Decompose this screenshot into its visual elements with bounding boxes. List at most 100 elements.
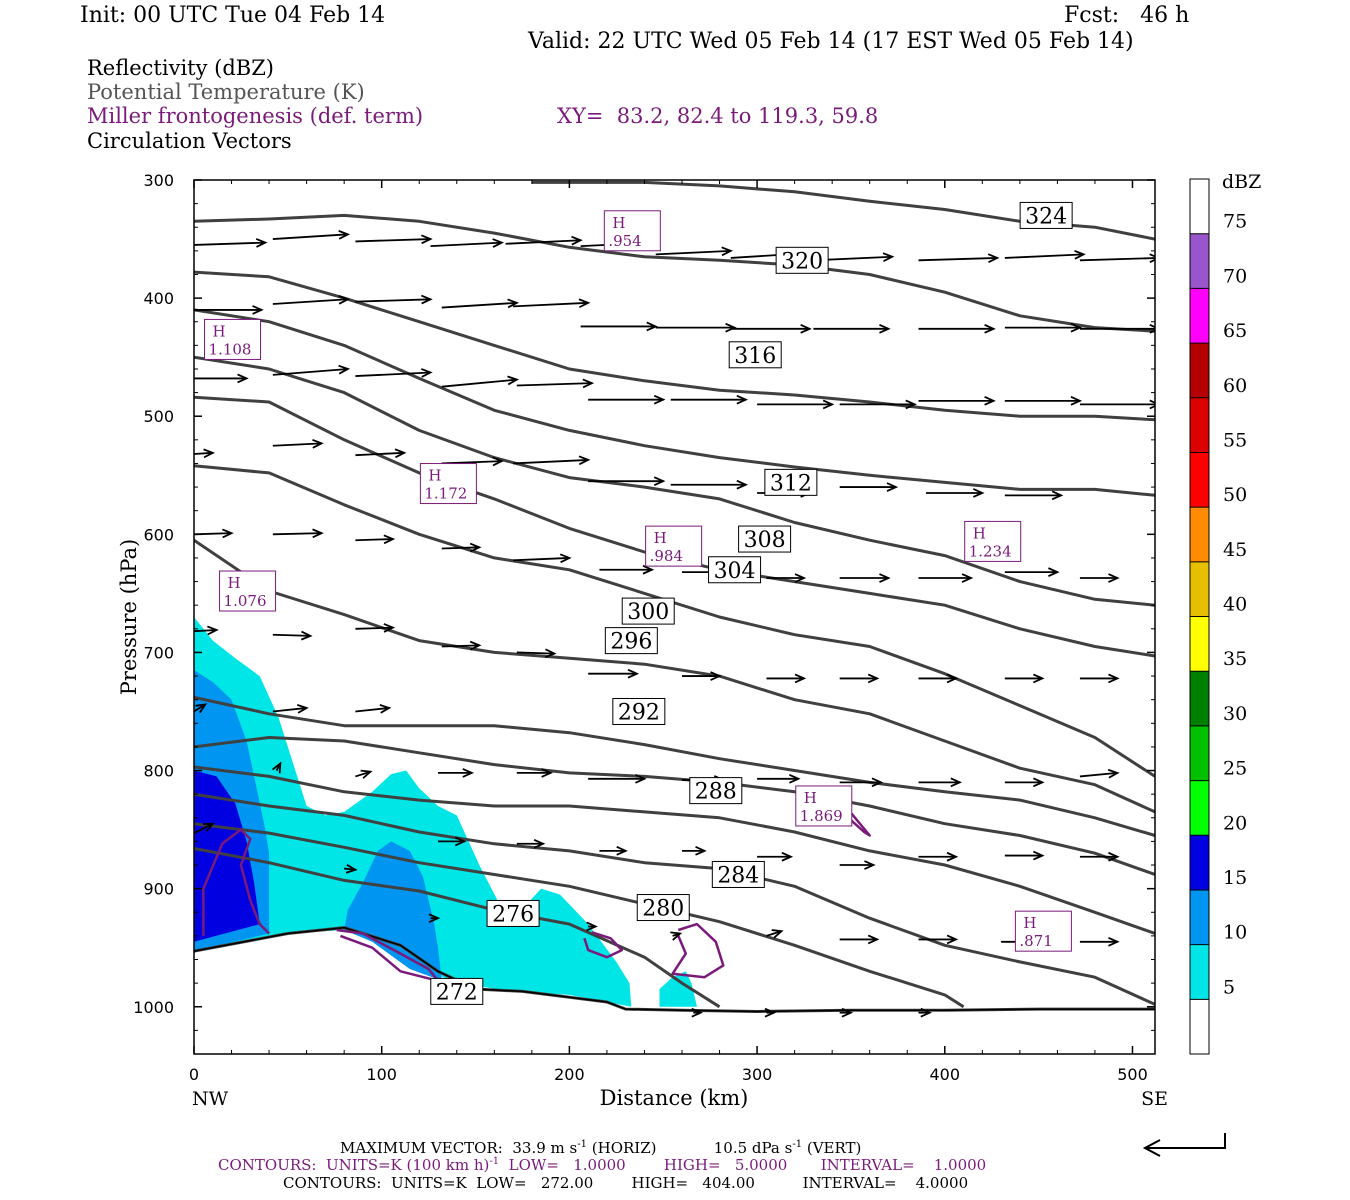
- theta-label-304: 304: [708, 556, 762, 584]
- theta-label-text: 316: [734, 344, 776, 369]
- circulation-vector: [272, 630, 313, 641]
- circulation-vector: [355, 234, 433, 245]
- frontogenesis-max-value: .954: [608, 232, 641, 250]
- y-axis-label: Pressure (hPa): [117, 539, 141, 695]
- circulation-vector: [757, 851, 794, 862]
- circulation-vector: [670, 394, 749, 405]
- y-tick-label: 500: [143, 407, 174, 426]
- circulation-vector: [194, 373, 249, 384]
- circulation-vector: [839, 860, 876, 870]
- colorbar: 5 10 15 20 25 30 35 40 45 50 55 60 65 70 75 dBZ: [1189, 171, 1261, 1055]
- axes-layer: 300 400 500 600 700 800 900 1000 0 100 200 300 400 50…: [117, 171, 1168, 1110]
- theta-contour-300: [194, 538, 1155, 814]
- theta-contour-280: [194, 822, 965, 1009]
- theta-label-280: 280: [636, 894, 690, 922]
- theta-contour-312: [194, 355, 1155, 607]
- colorbar-tick-label: 50: [1223, 484, 1247, 506]
- circulation-vector: [1004, 396, 1083, 406]
- frontogenesis-layer: [202, 807, 871, 983]
- circulation-vector: [588, 668, 640, 679]
- theta-contour-316: [194, 308, 1155, 497]
- y-tick-label: 600: [143, 525, 174, 544]
- circulation-vector: [1079, 936, 1120, 947]
- circulation-vector: [344, 864, 358, 874]
- circulation-vector: [1004, 777, 1045, 788]
- circulation-vector: [441, 542, 482, 553]
- frontogenesis-max-letter: H: [1023, 914, 1036, 932]
- colorbar-tick-label: 30: [1223, 703, 1247, 725]
- frontogenesis-max-2: H1.172: [419, 463, 477, 505]
- colorbar-tick-label: 65: [1223, 320, 1247, 342]
- frontogenesis-max-value: .871: [1019, 932, 1052, 950]
- circulation-vector: [516, 838, 546, 849]
- theta-label-284: 284: [711, 860, 765, 888]
- legend-vectors: Circulation Vectors: [87, 129, 292, 153]
- x-tick-label: 200: [554, 1065, 585, 1084]
- circulation-vector: [757, 773, 801, 784]
- theta-label-text: 292: [618, 700, 660, 725]
- circulation-vector: [355, 623, 396, 633]
- colorbar-bin-20: [1190, 780, 1209, 836]
- circulation-vector: [1004, 673, 1045, 684]
- colorbar-tick-label: 55: [1223, 429, 1247, 451]
- y-tick-label: 800: [143, 762, 174, 781]
- theta-label-312: 312: [764, 468, 818, 496]
- frontogenesis-max-value: .984: [650, 547, 683, 565]
- circulation-vector: [918, 396, 996, 406]
- contour-label-layer: 272 276 280 284 288 292 296 300 304 308 312 316 320 3…: [204, 201, 1073, 1005]
- reflectivity-region-5dbz-1: [659, 971, 697, 1007]
- frontogenesis-max-5: H1.076: [219, 570, 277, 612]
- circulation-vector: [599, 564, 655, 575]
- y-tick-label: 300: [143, 171, 174, 190]
- frontogenesis-max-letter: H: [213, 322, 226, 340]
- circulation-vector: [682, 671, 722, 681]
- colorbar-bin-40: [1190, 561, 1209, 617]
- circulation-vector: [272, 528, 324, 539]
- circulation-vector: [682, 846, 707, 856]
- circulation-vector: [194, 528, 234, 539]
- colorbar-tick-label: 5: [1223, 976, 1235, 998]
- reflectivity-region-10dbz-3: [344, 841, 442, 981]
- x-tick-label: 500: [1117, 1065, 1148, 1084]
- theta-label-316: 316: [728, 341, 782, 369]
- circulation-vector: [428, 913, 441, 923]
- frontogenesis-contour-0: [202, 828, 270, 936]
- theta-label-276: 276: [486, 899, 540, 927]
- frontogenesis-max-value: 1.869: [800, 807, 843, 825]
- colorbar-bin-25: [1190, 725, 1209, 781]
- theta-contour-304: [194, 464, 1155, 778]
- circulation-vector: [194, 703, 208, 714]
- colorbar-tick-label: 70: [1223, 265, 1247, 287]
- footer-max-vector: MAXIMUM VECTOR: 33.9 m s-1 (HORIZ) 10.5 …: [340, 1139, 862, 1157]
- frontogenesis-max-0: H.954: [603, 210, 661, 252]
- theta-contour-296: [194, 695, 1155, 837]
- circulation-vector: [441, 640, 482, 651]
- theta-label-text: 276: [492, 902, 534, 927]
- colorbar-bin-65: [1190, 288, 1209, 344]
- circulation-vector: [926, 488, 985, 498]
- colorbar-bin-5: [1190, 944, 1209, 1000]
- theta-label-296: 296: [604, 627, 658, 655]
- x-end-left: NW: [192, 1088, 229, 1110]
- colorbar-bin-70: [1190, 233, 1209, 289]
- colorbar-tick-label: 60: [1223, 375, 1247, 397]
- circulation-vector: [516, 648, 557, 659]
- theta-label-text: 296: [610, 630, 652, 655]
- circulation-vector: [918, 777, 963, 788]
- colorbar-title: dBZ: [1222, 171, 1261, 193]
- circulation-vector: [1004, 850, 1045, 861]
- theta-contour-284: [194, 792, 1155, 1006]
- legend-theta: Potential Temperature (K): [87, 80, 365, 104]
- circulation-vector: [918, 573, 974, 583]
- circulation-vector: [513, 298, 591, 309]
- legend-reflectivity: Reflectivity (dBZ): [87, 56, 275, 80]
- circulation-vector: [918, 934, 959, 945]
- x-end-right: SE: [1141, 1088, 1168, 1110]
- plot-frame: [193, 179, 1156, 1055]
- circulation-vector: [1079, 573, 1120, 583]
- theta-contour-292: [194, 736, 1155, 876]
- colorbar-bin-75: [1190, 179, 1209, 234]
- circulation-vector: [1004, 490, 1064, 501]
- circulation-vector: [839, 1007, 854, 1018]
- colorbar-tick-label: 75: [1223, 211, 1247, 233]
